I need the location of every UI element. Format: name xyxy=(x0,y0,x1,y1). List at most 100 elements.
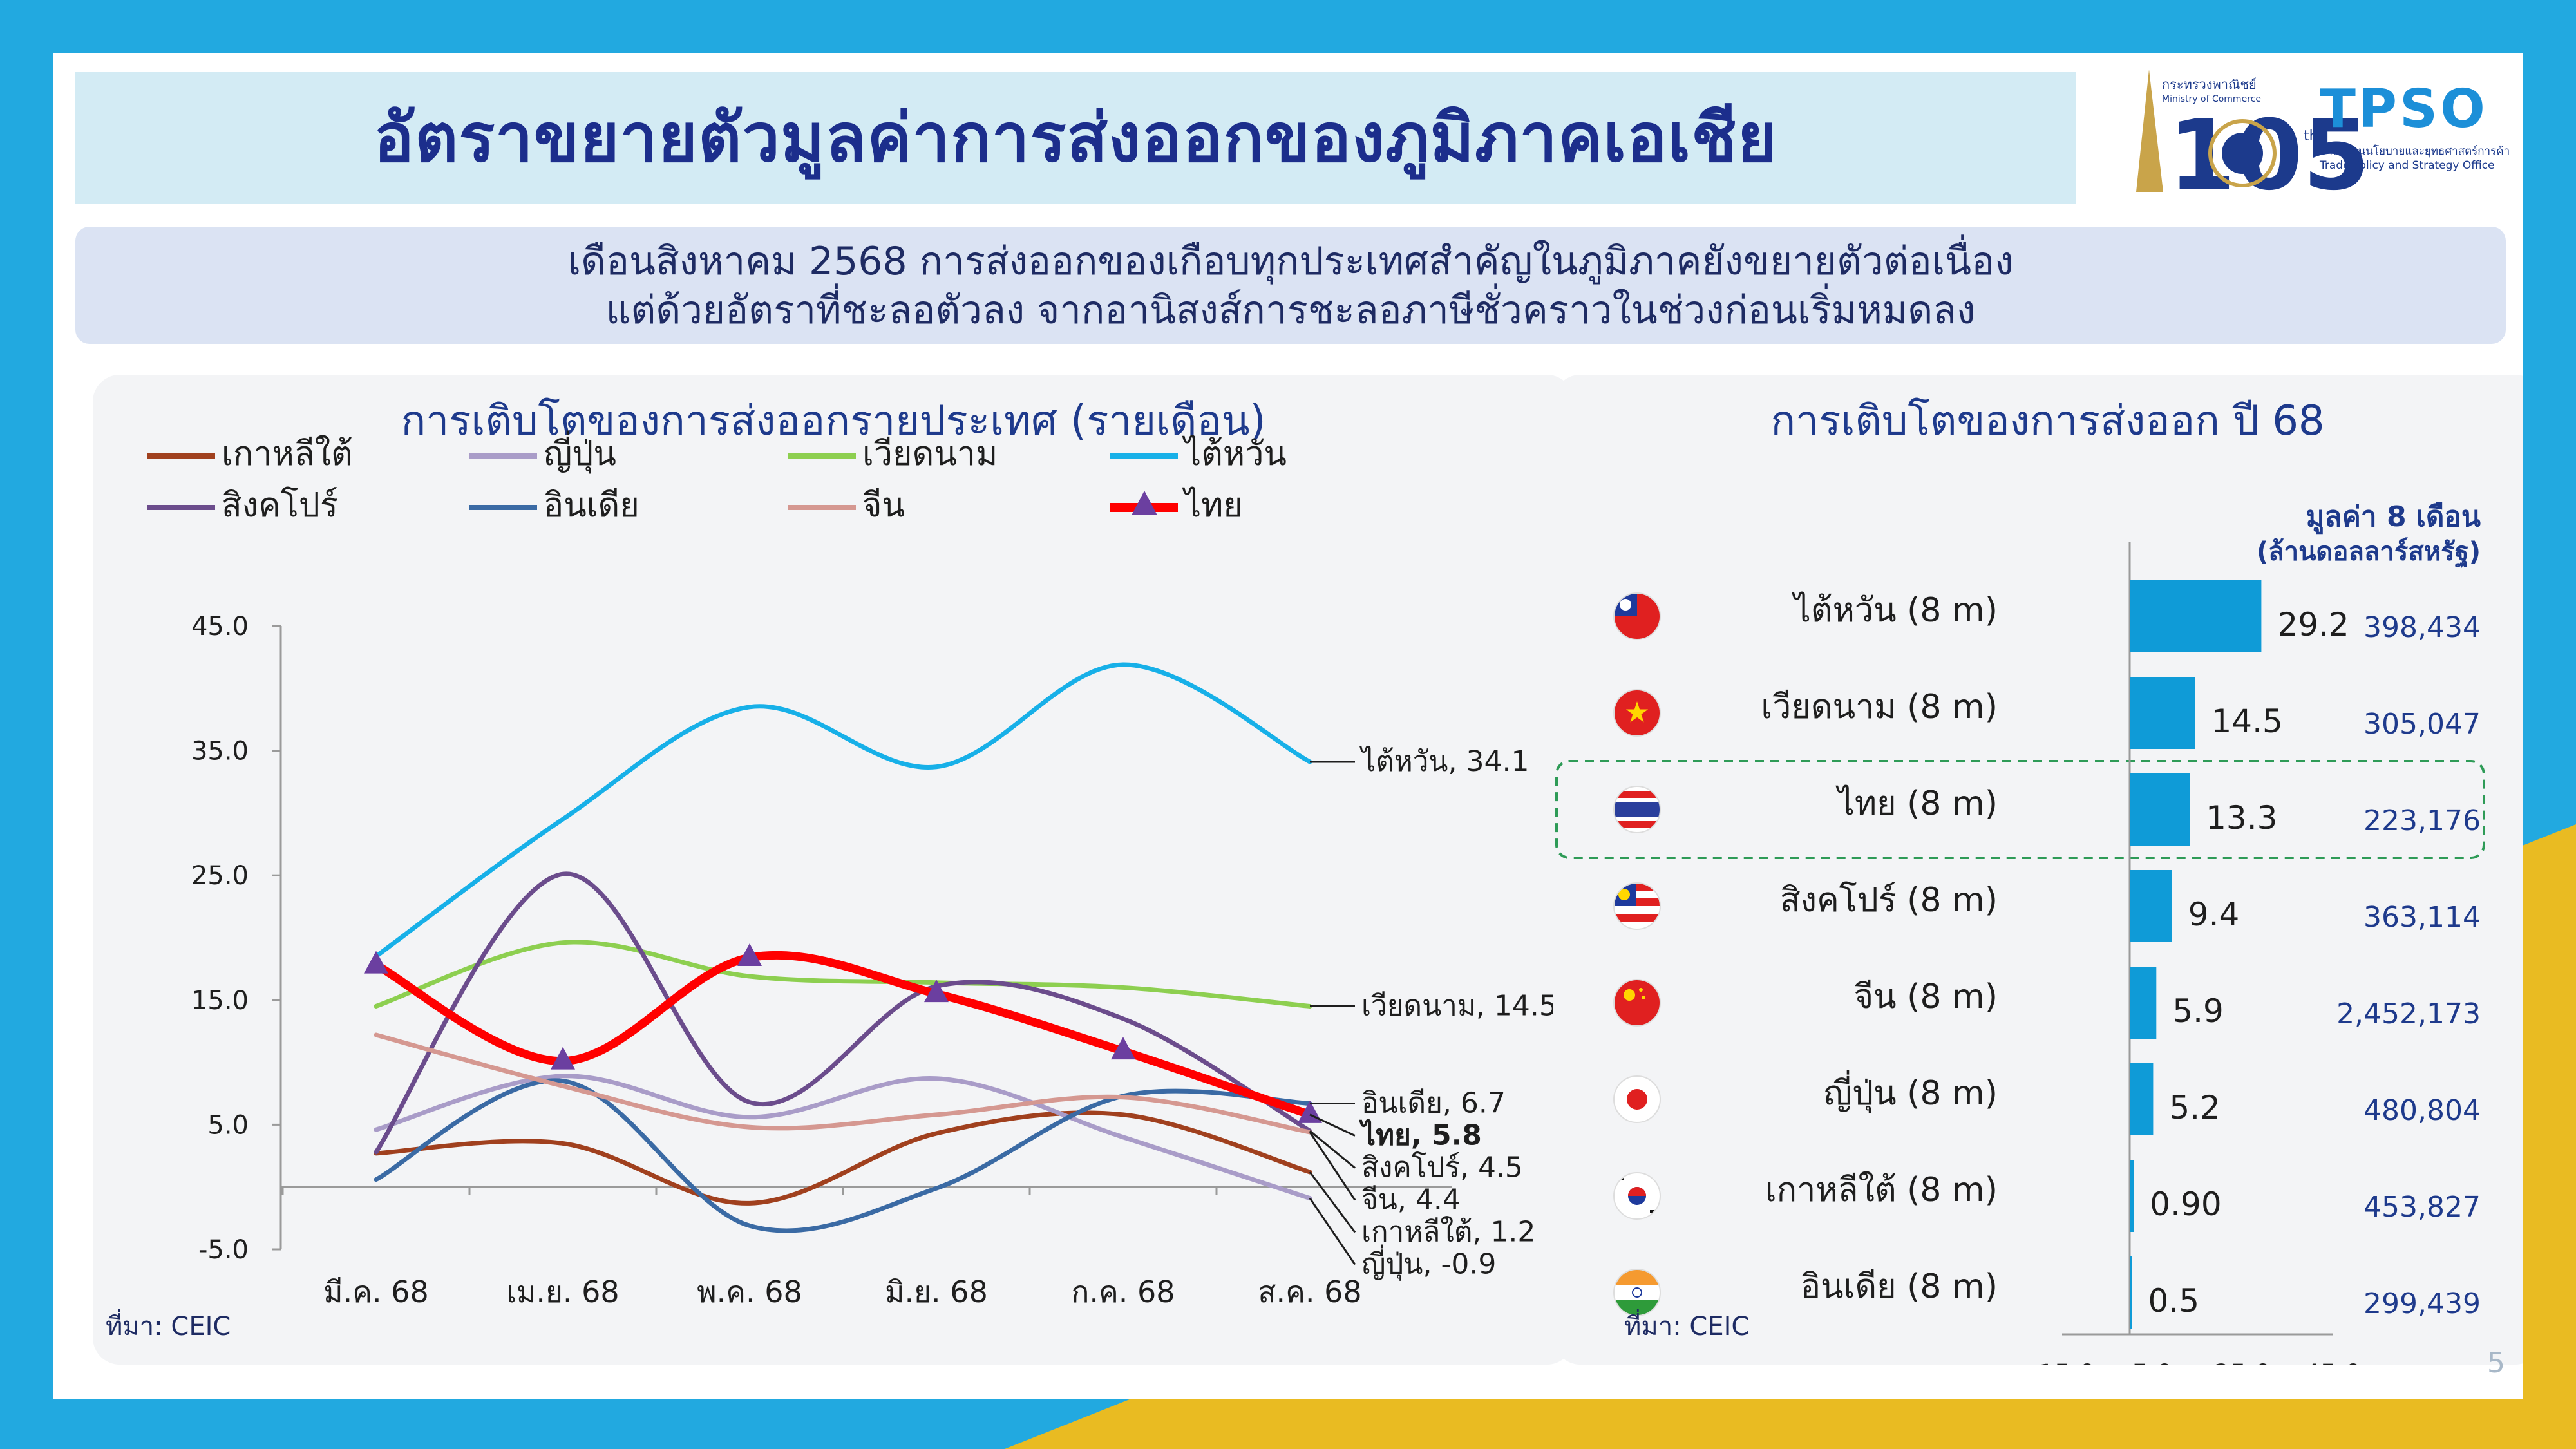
bar-value-label: 9.4 xyxy=(2188,896,2240,933)
bar-value-label: 0.5 xyxy=(2148,1282,2200,1320)
legend-label: เวียดนาม xyxy=(862,435,998,473)
x-tick-label: ก.ค. 68 xyxy=(1071,1274,1175,1309)
bar-category-label: ไทย (8 m) xyxy=(1835,784,1998,823)
leader-line xyxy=(1309,1197,1356,1265)
data-point-marker xyxy=(924,980,949,1003)
legend-item: เกาหลีใต้ xyxy=(147,435,353,473)
export-value: 398,434 xyxy=(2363,611,2481,644)
summary-line-2: แต่ด้วยอัตราที่ชะลอตัวลง จากอานิสงส์การช… xyxy=(605,288,1976,333)
end-label: เวียดนาม, 14.5 xyxy=(1310,989,1557,1022)
end-label-text: จีน, 4.4 xyxy=(1361,1183,1461,1216)
bar-category-label: เวียดนาม (8 m) xyxy=(1761,688,1998,726)
india-flag-icon xyxy=(1614,1269,1660,1316)
series-line-เวียดนาม xyxy=(374,940,1312,1009)
bar-row: สิงคโปร์ (8 m) 9.4 363,114 xyxy=(1613,870,2481,942)
bar-value-label: 5.2 xyxy=(2169,1089,2221,1126)
thailand-flag-icon xyxy=(1614,786,1660,833)
end-label-text: เวียดนาม, 14.5 xyxy=(1361,989,1557,1022)
page-number: 5 xyxy=(2487,1347,2505,1379)
end-label: เกาหลีใต้, 1.2 xyxy=(1309,1171,1535,1248)
flag-border xyxy=(1613,1172,1661,1220)
svg-text:กระทรวงพาณิชย์: กระทรวงพาณิชย์ xyxy=(2162,77,2257,92)
bar xyxy=(2130,1256,2132,1329)
bar xyxy=(2130,967,2157,1039)
end-label: อินเดีย, 6.7 xyxy=(1310,1086,1506,1119)
legend-label: อินเดีย xyxy=(544,486,639,525)
export-value: 2,452,173 xyxy=(2336,998,2481,1030)
end-label-text: ญี่ปุ่น, -0.9 xyxy=(1361,1244,1496,1281)
bar-value-label: 29.2 xyxy=(2277,606,2349,643)
slide: อัตราขยายตัวมูลค่าการส่งออกของภูมิภาคเอเ… xyxy=(53,53,2523,1399)
annual-growth-panel: การเติบโตของการส่งออก ปี 68 มูลค่า 8 เดื… xyxy=(1553,375,2523,1365)
summary-line-1: เดือนสิงหาคม 2568 การส่งออกของเกือบทุกปร… xyxy=(567,239,2014,284)
bar xyxy=(2130,1160,2134,1232)
end-label-text: เกาหลีใต้, 1.2 xyxy=(1361,1215,1535,1248)
x-tick-label: 45.0 xyxy=(2304,1359,2361,1365)
leader-line xyxy=(1309,1113,1356,1137)
svg-text:th: th xyxy=(2304,128,2318,144)
japan-flag-icon xyxy=(1614,1076,1660,1122)
data-point-marker xyxy=(737,943,762,966)
x-tick-label: พ.ค. 68 xyxy=(697,1274,802,1309)
bar-row: ญี่ปุ่น (8 m) 5.2 480,804 xyxy=(1613,1063,2481,1135)
series-line-จีน xyxy=(374,1032,1312,1135)
y-tick-label: 35.0 xyxy=(191,737,249,766)
series-line-ไทย xyxy=(372,951,1314,1119)
tpso-logo-text: TPSO xyxy=(2320,79,2488,140)
moc-105-logo: 105 กระทรวงพาณิชย์ Ministry of Commerce … xyxy=(2123,63,2381,212)
x-tick-label: -15.0 xyxy=(2029,1359,2096,1365)
legend-label: ไต้หวัน xyxy=(1182,435,1287,473)
legend-item: ไต้หวัน xyxy=(1110,435,1287,473)
legend-label: สิงคโปร์ xyxy=(222,486,338,525)
bar-category-label: จีน (8 m) xyxy=(1854,978,1998,1016)
bar-value-label: 14.5 xyxy=(2211,703,2283,740)
export-value: 305,047 xyxy=(2363,708,2481,741)
bar xyxy=(2130,677,2195,749)
flag-border xyxy=(1613,592,1661,640)
bar-value-label: 0.90 xyxy=(2150,1186,2221,1223)
legend-item: อินเดีย xyxy=(469,486,639,525)
legend-marker xyxy=(1132,491,1157,515)
flag-border xyxy=(1613,1075,1661,1123)
south-korea-flag-icon xyxy=(1614,1173,1660,1219)
page-title: อัตราขยายตัวมูลค่าการส่งออกของภูมิภาคเอเ… xyxy=(374,99,1777,177)
bar-chart-title: การเติบโตของการส่งออก ปี 68 xyxy=(1770,397,2325,445)
export-value: 223,176 xyxy=(2363,804,2481,837)
flag-border xyxy=(1613,1269,1661,1316)
x-tick-label: มิ.ย. 68 xyxy=(885,1274,988,1309)
bar xyxy=(2130,870,2172,942)
svg-text:Ministry of Commerce: Ministry of Commerce xyxy=(2162,94,2261,104)
title-banner: อัตราขยายตัวมูลค่าการส่งออกของภูมิภาคเอเ… xyxy=(75,72,2076,204)
leader-line xyxy=(1309,1171,1356,1233)
end-label-text: สิงคโปร์, 4.5 xyxy=(1361,1151,1523,1184)
legend-item: สิงคโปร์ xyxy=(147,486,338,525)
flag-border xyxy=(1613,882,1661,930)
bar-category-label: ไต้หวัน (8 m) xyxy=(1792,591,1998,630)
bar-row: อินเดีย (8 m) 0.5 299,439 xyxy=(1613,1256,2481,1329)
bar xyxy=(2130,580,2262,652)
y-tick-label: 5.0 xyxy=(207,1110,249,1140)
end-label: ญี่ปุ่น, -0.9 xyxy=(1309,1197,1496,1281)
series-line-ญี่ปุ่น xyxy=(374,1074,1312,1201)
export-value: 480,804 xyxy=(2363,1094,2481,1127)
end-label: ไต้หวัน, 34.1 xyxy=(1310,745,1529,778)
bar xyxy=(2130,773,2190,846)
line-chart-title: การเติบโตของการส่งออกรายประเทศ (รายเดือน… xyxy=(401,397,1266,445)
legend-label: จีน xyxy=(862,486,905,525)
tpso-logo: TPSO สำนักงานนโยบายและยุทธศาสตร์การค้า T… xyxy=(2320,72,2523,201)
end-label: ไทย, 5.8 xyxy=(1309,1113,1482,1151)
end-label-text: ไทย, 5.8 xyxy=(1359,1118,1482,1151)
legend-item: ไทย xyxy=(1110,486,1243,525)
series-line-ไต้หวัน xyxy=(374,662,1312,959)
bar xyxy=(2130,1063,2154,1135)
series-line-เกาหลีใต้ xyxy=(374,1110,1312,1206)
summary-box: เดือนสิงหาคม 2568 การส่งออกของเกือบทุกปร… xyxy=(75,227,2506,344)
tpso-logo-subtitle: สำนักงานนโยบายและยุทธศาสตร์การค้า Trade … xyxy=(2320,145,2510,172)
series-line-อินเดีย xyxy=(374,1078,1312,1233)
end-label-text: อินเดีย, 6.7 xyxy=(1361,1086,1506,1119)
flag-border xyxy=(1613,689,1661,737)
legend-label: เกาหลีใต้ xyxy=(222,435,353,473)
bar-chart: มูลค่า 8 เดือน(ล้านดอลลาร์สหรัฐ) -15.0 5.0… xyxy=(1555,500,2485,1365)
export-value: 299,439 xyxy=(2363,1287,2481,1320)
x-tick-label: 5.0 xyxy=(2132,1359,2173,1365)
